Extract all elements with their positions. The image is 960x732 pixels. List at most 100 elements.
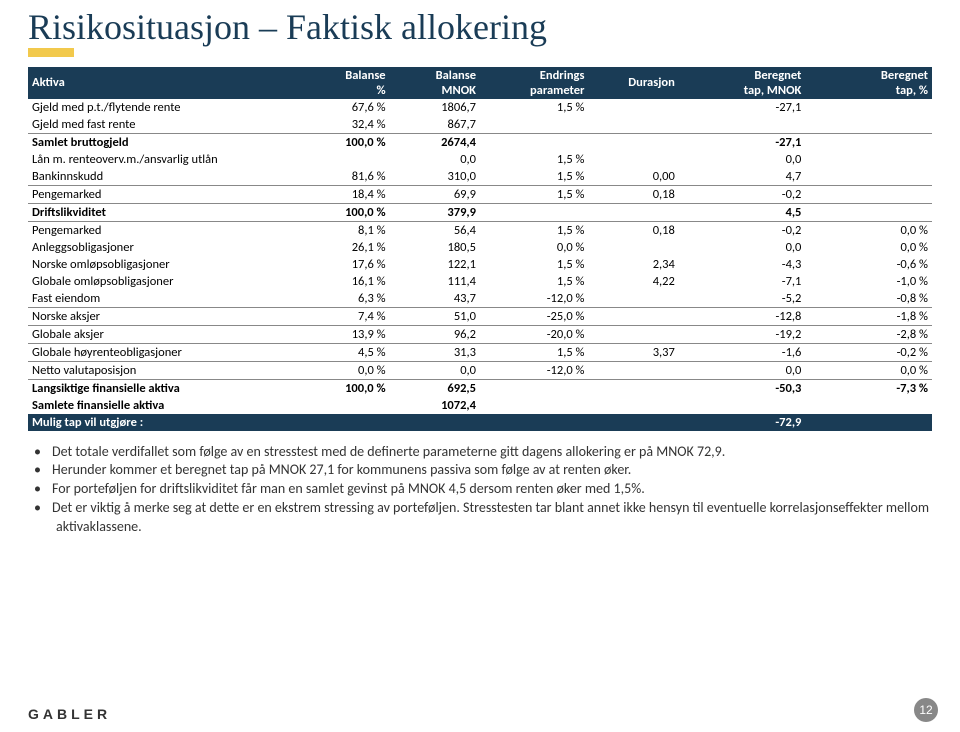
table-cell bbox=[480, 397, 588, 414]
table-cell: 51,0 bbox=[390, 307, 480, 325]
page-title: Risikosituasjon – Faktisk allokering bbox=[28, 8, 932, 48]
bullet-list: Det totale verdifallet som følge av en s… bbox=[28, 443, 932, 537]
table-cell: -5,2 bbox=[679, 290, 806, 308]
table-cell bbox=[299, 414, 389, 431]
table-cell: Lån m. renteoverv.m./ansvarlig utlån bbox=[28, 151, 299, 168]
table-row: Bankinnskudd81,6 %310,01,5 %0,004,7 bbox=[28, 168, 932, 186]
table-cell bbox=[588, 361, 678, 379]
table-cell: 1,5 % bbox=[480, 221, 588, 239]
table-cell: -1,6 bbox=[679, 343, 806, 361]
table-cell: -2,8 % bbox=[805, 325, 932, 343]
table-cell bbox=[805, 185, 932, 203]
table-cell: 8,1 % bbox=[299, 221, 389, 239]
table-cell: 81,6 % bbox=[299, 168, 389, 186]
table-cell: 0,0 bbox=[679, 151, 806, 168]
table-row: Globale aksjer13,9 %96,2-20,0 %-19,2-2,8… bbox=[28, 325, 932, 343]
table-cell: 0,0 bbox=[679, 361, 806, 379]
table-cell bbox=[588, 414, 678, 431]
table-cell: Netto valutaposisjon bbox=[28, 361, 299, 379]
table-row: Langsiktige finansielle aktiva100,0 %692… bbox=[28, 379, 932, 397]
table-row: Driftslikviditet100,0 %379,94,5 bbox=[28, 203, 932, 221]
table-cell: 1,5 % bbox=[480, 151, 588, 168]
table-row: Lån m. renteoverv.m./ansvarlig utlån0,01… bbox=[28, 151, 932, 168]
table-cell: 867,7 bbox=[390, 116, 480, 134]
table-cell bbox=[588, 133, 678, 151]
table-cell bbox=[299, 151, 389, 168]
table-cell: Gjeld med p.t./flytende rente bbox=[28, 99, 299, 116]
table-cell: Norske omløpsobligasjoner bbox=[28, 256, 299, 273]
table-cell bbox=[480, 203, 588, 221]
table-cell: Globale høyrenteobligasjoner bbox=[28, 343, 299, 361]
table-cell bbox=[480, 414, 588, 431]
table-cell: 2,34 bbox=[588, 256, 678, 273]
table-cell: -1,8 % bbox=[805, 307, 932, 325]
table-cell: Driftslikviditet bbox=[28, 203, 299, 221]
table-cell bbox=[390, 414, 480, 431]
table-cell bbox=[805, 414, 932, 431]
table-cell bbox=[588, 307, 678, 325]
table-cell bbox=[805, 397, 932, 414]
table-cell: 6,3 % bbox=[299, 290, 389, 308]
table-cell: 96,2 bbox=[390, 325, 480, 343]
table-cell: 111,4 bbox=[390, 273, 480, 290]
table-row: Anleggsobligasjoner26,1 %180,50,0 %0,00,… bbox=[28, 239, 932, 256]
table-cell: -12,0 % bbox=[480, 290, 588, 308]
table-cell: Norske aksjer bbox=[28, 307, 299, 325]
table-cell: Gjeld med fast rente bbox=[28, 116, 299, 134]
table-cell bbox=[805, 151, 932, 168]
table-cell: -7,1 bbox=[679, 273, 806, 290]
table-cell: 4,5 % bbox=[299, 343, 389, 361]
table-cell: 18,4 % bbox=[299, 185, 389, 203]
table-cell: 0,0 bbox=[390, 151, 480, 168]
table-cell: 3,37 bbox=[588, 343, 678, 361]
table-cell: -0,2 % bbox=[805, 343, 932, 361]
table-cell bbox=[480, 116, 588, 134]
table-cell bbox=[588, 239, 678, 256]
table-cell: -4,3 bbox=[679, 256, 806, 273]
table-cell: 0,0 % bbox=[805, 239, 932, 256]
table-row: Globale høyrenteobligasjoner4,5 %31,31,5… bbox=[28, 343, 932, 361]
table-cell: 67,6 % bbox=[299, 99, 389, 116]
table-cell: 69,9 bbox=[390, 185, 480, 203]
table-row: Norske omløpsobligasjoner17,6 %122,11,5 … bbox=[28, 256, 932, 273]
table-cell bbox=[588, 290, 678, 308]
table-cell bbox=[588, 379, 678, 397]
table-cell bbox=[588, 203, 678, 221]
table-cell: 310,0 bbox=[390, 168, 480, 186]
table-row: Globale omløpsobligasjoner16,1 %111,41,5… bbox=[28, 273, 932, 290]
table-cell: 13,9 % bbox=[299, 325, 389, 343]
table-row: Pengemarked18,4 %69,91,5 %0,18-0,2 bbox=[28, 185, 932, 203]
table-cell bbox=[588, 99, 678, 116]
table-cell bbox=[805, 99, 932, 116]
table-cell: 0,0 bbox=[390, 361, 480, 379]
table-cell: 0,0 % bbox=[299, 361, 389, 379]
table-cell: Globale aksjer bbox=[28, 325, 299, 343]
bullet-item: Det totale verdifallet som følge av en s… bbox=[56, 443, 932, 462]
risk-table: Aktiva Balanse% BalanseMNOK Endringspara… bbox=[28, 67, 932, 431]
page-number: 12 bbox=[914, 698, 938, 722]
table-cell bbox=[679, 397, 806, 414]
table-cell: -27,1 bbox=[679, 133, 806, 151]
table-cell bbox=[679, 116, 806, 134]
table-cell: Mulig tap vil utgjøre : bbox=[28, 414, 299, 431]
table-cell: 32,4 % bbox=[299, 116, 389, 134]
th-tap-pct: Beregnettap, % bbox=[805, 67, 932, 99]
table-cell: 692,5 bbox=[390, 379, 480, 397]
table-cell: -0,2 bbox=[679, 221, 806, 239]
table-cell: -25,0 % bbox=[480, 307, 588, 325]
table-cell: 379,9 bbox=[390, 203, 480, 221]
table-cell: -1,0 % bbox=[805, 273, 932, 290]
table-cell: 7,4 % bbox=[299, 307, 389, 325]
th-aktiva: Aktiva bbox=[28, 67, 299, 99]
table-cell: 1072,4 bbox=[390, 397, 480, 414]
table-cell: 31,3 bbox=[390, 343, 480, 361]
table-cell: 4,5 bbox=[679, 203, 806, 221]
table-cell: -7,3 % bbox=[805, 379, 932, 397]
th-balanse-pct: Balanse% bbox=[299, 67, 389, 99]
table-cell: 100,0 % bbox=[299, 133, 389, 151]
table-cell: Samlete finansielle aktiva bbox=[28, 397, 299, 414]
table-cell: Samlet bruttogjeld bbox=[28, 133, 299, 151]
table-cell: -12,0 % bbox=[480, 361, 588, 379]
table-cell: 16,1 % bbox=[299, 273, 389, 290]
table-header-row: Aktiva Balanse% BalanseMNOK Endringspara… bbox=[28, 67, 932, 99]
